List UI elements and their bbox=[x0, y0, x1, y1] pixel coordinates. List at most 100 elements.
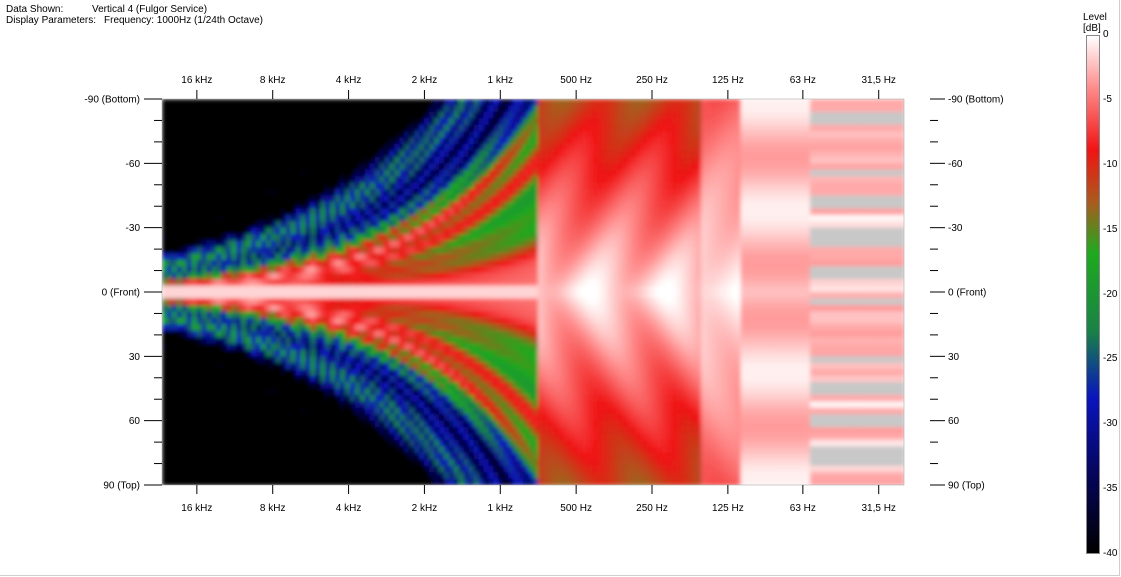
heatmap-cell bbox=[171, 163, 178, 171]
heatmap-cell bbox=[488, 420, 495, 428]
heatmap-cell bbox=[503, 169, 510, 177]
heatmap-cell bbox=[231, 150, 237, 158]
heatmap-cell bbox=[290, 324, 297, 332]
heatmap-cell bbox=[320, 234, 327, 242]
heatmap-cell bbox=[572, 137, 579, 145]
heatmap-cell bbox=[335, 176, 341, 184]
heatmap-cell bbox=[166, 227, 173, 235]
heatmap-cell bbox=[335, 343, 341, 351]
heatmap-cell bbox=[285, 337, 292, 345]
heatmap-cell bbox=[434, 221, 440, 229]
heatmap-cell bbox=[315, 472, 322, 480]
heatmap-cell bbox=[295, 163, 302, 171]
heatmap-cell bbox=[162, 163, 168, 171]
heatmap-cell bbox=[325, 144, 331, 152]
heatmap-cell bbox=[300, 253, 307, 261]
heatmap-cell bbox=[384, 407, 391, 416]
heatmap-cell bbox=[483, 465, 490, 473]
heatmap-cell bbox=[513, 472, 519, 480]
heatmap-cell bbox=[255, 234, 262, 242]
heatmap-cell bbox=[216, 234, 223, 242]
heatmap-cell bbox=[518, 208, 524, 216]
heatmap-cells bbox=[162, 99, 904, 485]
heatmap-cell bbox=[547, 131, 554, 139]
heatmap-cell bbox=[572, 169, 579, 177]
heatmap-cell bbox=[503, 420, 510, 428]
heatmap-cell bbox=[191, 124, 198, 132]
heatmap-cell bbox=[429, 208, 435, 216]
heatmap-cell bbox=[537, 189, 544, 197]
heatmap-cell bbox=[221, 144, 228, 152]
heatmap-cell bbox=[473, 189, 480, 197]
heatmap-cell bbox=[369, 439, 376, 448]
heatmap-cell bbox=[330, 208, 336, 216]
heatmap-cell bbox=[384, 452, 391, 461]
heatmap-cell bbox=[458, 472, 465, 480]
heatmap-cell bbox=[557, 356, 564, 364]
heatmap-cell bbox=[537, 253, 544, 261]
heatmap-cell bbox=[206, 259, 213, 268]
heatmap-cell bbox=[176, 118, 183, 126]
heatmap-cell bbox=[503, 349, 510, 358]
heatmap-cell bbox=[533, 388, 539, 396]
heatmap-cell bbox=[557, 311, 564, 319]
heatmap-cell bbox=[354, 156, 361, 165]
heatmap-cell bbox=[458, 99, 465, 107]
heatmap-cell bbox=[196, 465, 203, 473]
heatmap-cell bbox=[562, 349, 569, 358]
heatmap-cell bbox=[285, 279, 292, 287]
heatmap-cell bbox=[246, 375, 252, 383]
heatmap-cell bbox=[364, 246, 371, 255]
heatmap-cell bbox=[468, 176, 475, 184]
heatmap-cell bbox=[567, 439, 574, 448]
heatmap-cell bbox=[315, 118, 322, 126]
heatmap-cell bbox=[528, 169, 534, 177]
heatmap-cell bbox=[325, 246, 331, 255]
heatmap-cell bbox=[241, 208, 247, 216]
heatmap-cell bbox=[364, 240, 371, 248]
heatmap-cell bbox=[483, 298, 490, 306]
heatmap-cell bbox=[394, 195, 401, 203]
heatmap-cell bbox=[241, 362, 247, 370]
heatmap-cell bbox=[191, 369, 198, 377]
heatmap-cell bbox=[508, 337, 515, 345]
heatmap-cell bbox=[196, 382, 203, 390]
heatmap-cell bbox=[394, 266, 401, 274]
heatmap-cell bbox=[409, 118, 416, 126]
heatmap-cell bbox=[463, 124, 470, 132]
heatmap-cell bbox=[320, 99, 327, 107]
heatmap-cell bbox=[518, 99, 524, 107]
heatmap-cell bbox=[448, 144, 455, 152]
heatmap-cell bbox=[186, 259, 193, 268]
heatmap-cell bbox=[562, 433, 569, 441]
heatmap-cell bbox=[166, 349, 173, 358]
heatmap-cell bbox=[206, 156, 213, 165]
heatmap-cell bbox=[493, 439, 500, 448]
heatmap-cell bbox=[443, 478, 450, 485]
heatmap-cell bbox=[280, 356, 287, 364]
heatmap-cell bbox=[419, 227, 425, 235]
heatmap-cell bbox=[246, 452, 252, 461]
heatmap-cell bbox=[374, 169, 381, 177]
heatmap-cell bbox=[523, 124, 529, 132]
heatmap-cell bbox=[320, 298, 327, 306]
heatmap-cell bbox=[409, 375, 416, 383]
heatmap-cell bbox=[557, 118, 564, 126]
heatmap-cell bbox=[513, 279, 519, 287]
heatmap-cell bbox=[270, 137, 277, 145]
heatmap-cell bbox=[265, 465, 272, 473]
heatmap-cell bbox=[542, 176, 549, 184]
heatmap-cell bbox=[429, 227, 435, 235]
heatmap-cell bbox=[493, 388, 500, 396]
heatmap-cell bbox=[320, 304, 327, 313]
heatmap-cell bbox=[236, 137, 242, 145]
heatmap-cell bbox=[285, 311, 292, 319]
heatmap-cell bbox=[315, 337, 322, 345]
heatmap-cell bbox=[508, 304, 515, 313]
heatmap-cell bbox=[320, 343, 327, 351]
heatmap-cell bbox=[196, 189, 203, 197]
heatmap-cell bbox=[448, 99, 455, 107]
heatmap-cell bbox=[290, 304, 297, 313]
heatmap-cell bbox=[320, 356, 327, 364]
heatmap-cell bbox=[216, 266, 223, 274]
